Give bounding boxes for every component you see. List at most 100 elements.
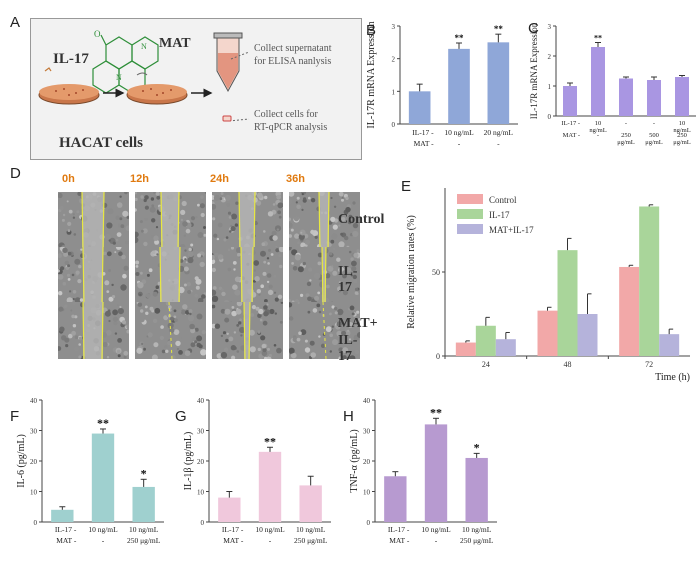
cell-texture — [179, 259, 184, 263]
y-tick-label: 20 — [363, 458, 371, 466]
treatment-value: μg/mL — [645, 139, 663, 146]
cell-texture — [195, 285, 200, 290]
cell-texture — [213, 233, 218, 238]
cell-texture — [58, 192, 63, 199]
significance-mark: ** — [97, 416, 109, 430]
cell-texture — [354, 349, 360, 355]
cell-texture — [237, 252, 241, 257]
cell-texture — [328, 252, 333, 256]
time-label-0h: 0h — [62, 173, 75, 185]
cell-texture — [239, 318, 242, 321]
bar — [591, 47, 605, 116]
treatment-value: 10 ng/mL — [88, 525, 118, 534]
cell-texture — [314, 235, 318, 239]
wound-edge-left — [238, 192, 241, 249]
cell-texture — [289, 198, 293, 205]
cell-texture — [227, 211, 232, 215]
cell-texture — [62, 213, 66, 217]
cell-texture — [227, 267, 232, 272]
cell-texture — [106, 356, 110, 359]
cell-texture — [74, 315, 78, 319]
cell-texture — [353, 252, 359, 258]
treatment-value: - — [435, 536, 438, 545]
cell-texture — [266, 257, 270, 260]
cell-texture — [273, 291, 277, 294]
cell-texture — [196, 335, 203, 342]
il17-row-label: IL-17 - — [412, 128, 434, 137]
cell-texture — [317, 291, 321, 295]
cell-texture — [259, 318, 263, 322]
cell-texture — [325, 326, 332, 333]
cell-texture — [212, 295, 219, 302]
y-axis-label: IL-1β (pg/mL) — [183, 432, 194, 491]
y-axis-label: IL-17R mRNA Expression — [529, 22, 539, 119]
wound-edge-right — [251, 247, 254, 304]
cell-texture — [197, 253, 202, 258]
cell-texture — [72, 302, 77, 306]
cell-texture — [221, 288, 224, 292]
bar — [424, 424, 448, 522]
cell-texture — [189, 323, 195, 330]
cell-texture — [74, 297, 81, 304]
cell-texture — [293, 285, 300, 292]
svg-text:O: O — [94, 29, 101, 39]
cell-texture — [74, 335, 79, 339]
cell-texture — [331, 265, 334, 268]
cell-texture — [297, 302, 300, 305]
cell-texture — [76, 210, 80, 214]
bar — [465, 457, 488, 522]
bar — [384, 476, 407, 522]
cell-texture — [294, 254, 301, 261]
bar — [475, 325, 496, 356]
y-tick-label: 20 — [30, 458, 38, 466]
cell-texture — [279, 320, 283, 324]
cell-texture — [190, 342, 196, 348]
x-axis-label: Time (h) — [655, 372, 690, 383]
cell-texture — [119, 305, 122, 309]
cell-texture — [182, 221, 188, 227]
cell-texture — [356, 310, 360, 314]
cell-texture — [125, 225, 129, 231]
cell-texture — [329, 312, 332, 316]
cell-texture — [126, 215, 129, 219]
cell-texture — [249, 346, 256, 353]
wound-edge-left — [321, 247, 324, 304]
cell-texture — [235, 308, 242, 315]
cell-texture — [267, 262, 270, 265]
cell-texture — [75, 270, 80, 275]
cell-texture — [146, 273, 150, 277]
micrograph-r0-c3 — [289, 192, 360, 249]
cell-texture — [154, 239, 160, 245]
cell-texture — [184, 249, 187, 252]
micrograph-r1-c1 — [135, 247, 206, 304]
y-tick-label: 2 — [548, 53, 552, 61]
cell-texture — [240, 334, 243, 337]
schematic-svg: IL-17 MAT HACAT cells O N N — [38, 29, 332, 151]
cell-texture — [266, 303, 269, 306]
cell-texture — [149, 206, 156, 213]
y-axis-label: IL-6 (pg/mL) — [16, 434, 27, 488]
cell-texture — [227, 248, 231, 252]
bar — [577, 314, 598, 356]
cell-texture — [151, 250, 156, 255]
cell-texture — [66, 273, 71, 277]
cell-texture — [338, 356, 343, 359]
cell-texture — [190, 243, 194, 247]
cell-texture — [73, 233, 77, 236]
wound-edge-left — [82, 247, 85, 304]
cell-texture — [184, 350, 191, 357]
panel-letter-e: E — [401, 178, 412, 195]
bar — [675, 77, 689, 116]
legend-label: Control — [489, 195, 517, 205]
cell-texture — [341, 330, 347, 336]
bar — [299, 485, 322, 522]
cell-texture — [147, 332, 153, 338]
cell-texture — [253, 260, 260, 266]
pipette-icon — [44, 67, 52, 72]
cell-texture — [122, 210, 129, 217]
micrograph-r2-c2 — [212, 302, 283, 359]
cell-texture — [302, 261, 306, 266]
cell-texture — [317, 261, 322, 266]
cell-texture — [230, 226, 236, 232]
cell-texture — [153, 342, 159, 348]
